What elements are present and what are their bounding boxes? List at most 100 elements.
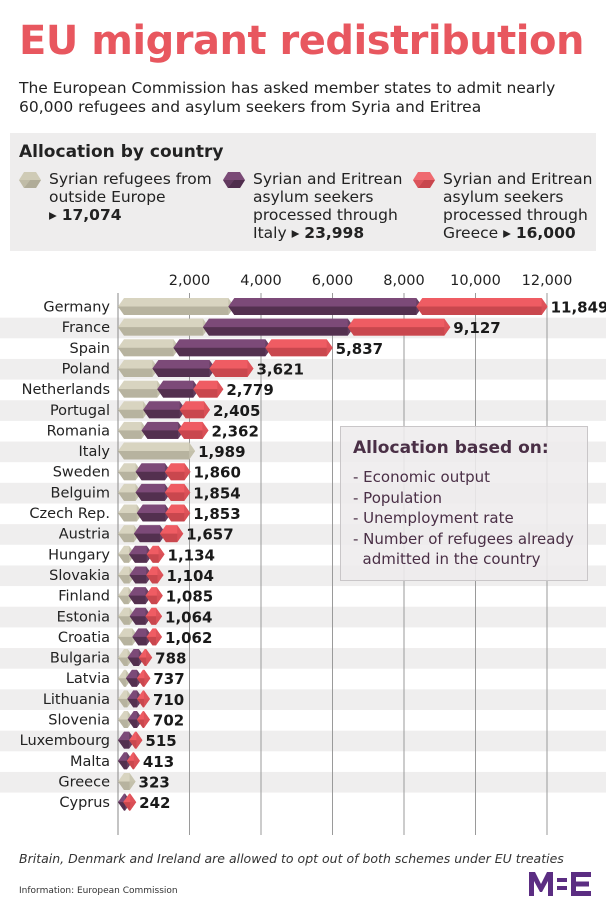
triangle-right-icon: ▸: [291, 224, 300, 242]
note-item: - Economic output: [353, 468, 491, 486]
bar-shade: [173, 347, 272, 357]
category-label: Belguim: [51, 485, 110, 501]
bar-shade: [179, 409, 210, 419]
bar-cap: [177, 525, 184, 543]
total-value-label: 2,779: [226, 381, 273, 399]
x-tick-label: 2,000: [169, 273, 211, 289]
bar-cap: [157, 566, 164, 584]
bar-segment-resettlement: [118, 421, 148, 439]
legend-value: 16,000: [515, 224, 576, 242]
bar-cap: [158, 545, 165, 563]
bar-cap: [202, 421, 209, 439]
category-label: Cyprus: [59, 795, 110, 811]
bar-shade: [118, 327, 209, 336]
legend-label-line: Greece: [443, 224, 499, 242]
bar-segment-resettlement: [118, 339, 180, 357]
bar-segment-italy: [152, 359, 216, 377]
bar-segment-greece: [164, 463, 191, 481]
bar-shade: [118, 409, 150, 419]
total-value-label: 1,134: [168, 546, 215, 564]
x-tick-label: 4,000: [240, 273, 282, 289]
category-label: Finland: [58, 589, 110, 605]
total-value-label: 788: [155, 650, 186, 668]
bar-segment-italy: [135, 483, 171, 501]
bar-shade: [165, 513, 191, 522]
category-label: Hungary: [48, 547, 110, 563]
bar-segment-italy: [202, 318, 354, 336]
legend-label-line: outside Europe: [49, 188, 166, 206]
total-value-label: 1,853: [193, 505, 240, 523]
bar-segment-greece: [416, 298, 548, 315]
legend-label-line: asylum seekers: [443, 188, 564, 206]
total-value-label: 323: [139, 773, 170, 791]
bar-segment-greece: [145, 587, 163, 605]
total-value-label: 1,860: [193, 464, 240, 482]
category-label: Italy: [79, 444, 111, 460]
bar-shade: [164, 471, 191, 481]
category-label: Romania: [47, 423, 110, 439]
bar-segment-greece: [178, 421, 209, 439]
bar-cap: [156, 587, 163, 605]
bar-segment-greece: [146, 628, 162, 646]
bar-shade: [118, 389, 164, 398]
bar-cap: [184, 504, 191, 522]
bar-segment-greece: [136, 690, 150, 708]
total-value-label: 413: [143, 753, 174, 771]
bar-shade: [193, 389, 224, 398]
bar-shade: [143, 409, 186, 419]
bar-cap: [189, 442, 196, 460]
bar-cap: [203, 401, 210, 419]
bar-shade: [118, 430, 148, 439]
bar-segment-resettlement: [118, 545, 135, 563]
bar-shade: [118, 347, 180, 357]
legend-label-line: processed through: [443, 206, 588, 224]
grey-hexagon-icon: [19, 172, 41, 188]
category-label: France: [62, 320, 110, 336]
bar-shade: [135, 492, 171, 501]
x-tick-label: 12,000: [522, 273, 573, 289]
total-value-label: 1,062: [165, 629, 212, 647]
total-value-label: 9,127: [453, 319, 500, 337]
bar-cap: [326, 339, 333, 357]
triangle-right-icon: ▸: [503, 224, 511, 242]
legend-value: 17,074: [61, 206, 122, 224]
bar-cap: [130, 793, 137, 811]
source-credit: Information: European Commission: [19, 886, 178, 896]
legend-label-line: Syrian refugees from: [49, 170, 212, 188]
x-tick-label: 8,000: [383, 273, 425, 289]
bar-cap: [444, 318, 451, 336]
legend-label-line: Syrian and Eritrean: [253, 170, 403, 188]
bar-shade: [118, 368, 159, 377]
legend-value: 23,998: [304, 224, 365, 242]
category-label: Netherlands: [22, 382, 110, 398]
category-label: Latvia: [66, 671, 110, 687]
bar-segment-greece: [179, 401, 210, 419]
bar-segment-italy: [143, 401, 186, 419]
allocation-criteria-box: Allocation based on: - Economic output - …: [340, 426, 588, 581]
bar-shade: [164, 492, 191, 501]
bar-cap: [133, 752, 140, 770]
bar-shade: [135, 471, 171, 481]
row-stripe: [0, 730, 606, 752]
total-value-label: 2,405: [213, 402, 260, 420]
row-stripe: [0, 771, 606, 793]
subtitle: The European Commission has asked member…: [19, 79, 556, 116]
category-label: Portugal: [50, 403, 110, 419]
bar-segment-greece: [164, 483, 191, 501]
page-title: EU migrant redistribution: [19, 18, 584, 64]
total-value-label: 1,085: [166, 588, 213, 606]
category-label: Poland: [62, 361, 110, 377]
bar-segment-greece: [145, 607, 163, 625]
purple-hexagon-icon: [223, 172, 245, 188]
bar-cap: [217, 380, 224, 398]
x-tick-label: 6,000: [312, 273, 354, 289]
note-item: - Population: [353, 488, 442, 507]
category-label: Lithuania: [43, 692, 110, 708]
bar-shade: [118, 306, 235, 315]
bar-cap: [247, 359, 254, 377]
total-value-label: 1,657: [186, 526, 233, 544]
bar-shade: [133, 533, 166, 543]
bar-segment-resettlement: [118, 318, 209, 336]
triangle-right-icon: ▸: [49, 206, 57, 224]
bar-shade: [152, 368, 216, 377]
